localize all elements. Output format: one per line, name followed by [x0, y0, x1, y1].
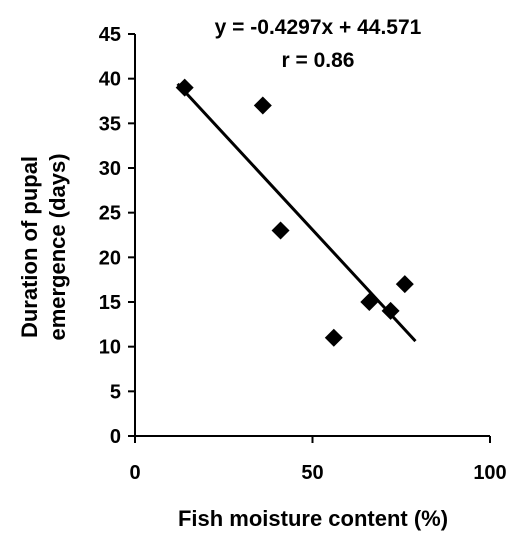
data-point-7 [395, 275, 414, 294]
y-tick-label-0: 0 [110, 426, 121, 448]
x-axis-ticks: 0 50 100 [129, 436, 507, 484]
y-tick-label-35: 35 [99, 113, 121, 135]
y-tick-label-20: 20 [99, 247, 121, 269]
data-point-1 [175, 78, 194, 97]
y-tick-label-30: 30 [99, 158, 121, 180]
x-tick-label-50: 50 [301, 462, 323, 484]
y-axis-title-line-2: emergence (days) [45, 153, 70, 340]
y-tick-label-10: 10 [99, 337, 121, 359]
trendline [176, 82, 417, 343]
data-point-6 [381, 301, 400, 320]
y-tick-label-45: 45 [99, 24, 121, 46]
data-point-4 [324, 328, 343, 347]
x-tick-label-100: 100 [473, 462, 506, 484]
y-axis-title-line-1: Duration of pupal [17, 156, 42, 338]
y-tick-label-25: 25 [99, 203, 121, 225]
y-tick-label-5: 5 [110, 381, 121, 403]
y-axis-ticks: 0 5 10 15 20 25 30 35 40 45 [99, 24, 135, 448]
data-point-5 [360, 293, 379, 311]
plot-area: 0 5 10 15 20 25 30 35 40 45 0 50 100 [99, 24, 507, 484]
r-annotation: r = 0.86 [282, 49, 355, 72]
data-points [175, 78, 414, 347]
y-tick-label-15: 15 [99, 292, 121, 314]
data-point-3 [271, 221, 290, 240]
equation-annotation: y = -0.4297x + 44.571 [215, 16, 422, 39]
x-tick-label-0: 0 [129, 462, 140, 484]
x-axis-title: Fish moisture content (%) [178, 506, 448, 531]
data-point-2 [253, 96, 272, 115]
y-tick-label-40: 40 [99, 69, 121, 91]
trendline-group [176, 82, 417, 343]
